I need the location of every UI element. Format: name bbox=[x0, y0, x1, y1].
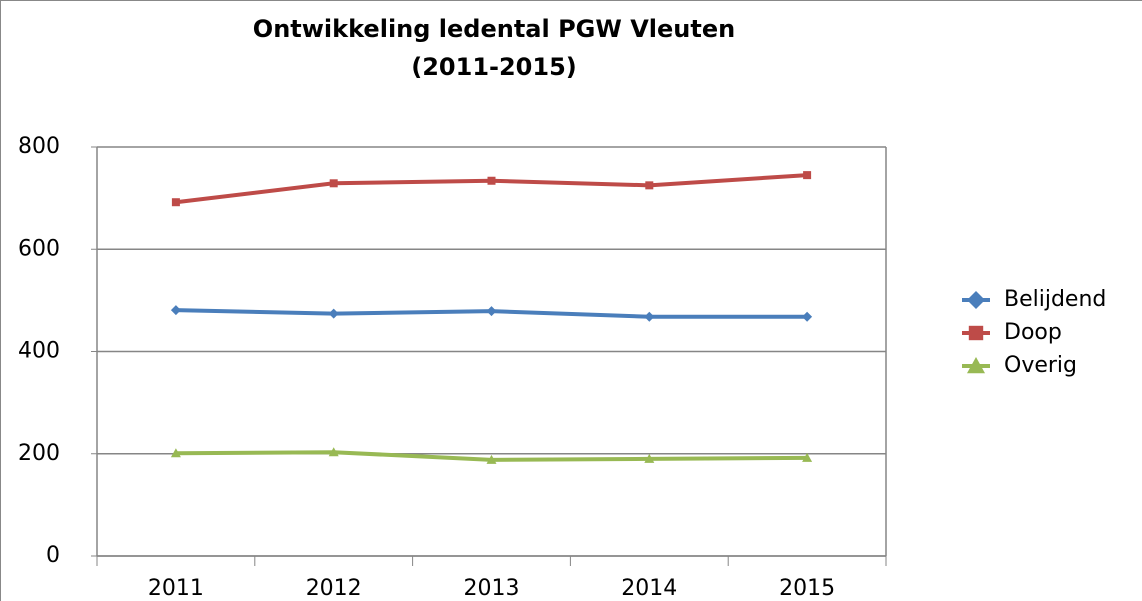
data-point bbox=[170, 448, 181, 458]
y-tick-label: 800 bbox=[18, 134, 60, 159]
chart-title: Ontwikkeling ledental PGW Vleuten bbox=[253, 15, 735, 43]
data-point bbox=[802, 311, 813, 322]
legend-marker bbox=[967, 357, 985, 374]
data-point bbox=[170, 305, 181, 316]
chart-title: (2011-2015) bbox=[411, 53, 577, 81]
data-point bbox=[487, 176, 496, 185]
data-point bbox=[328, 447, 339, 457]
legend-label: Overig bbox=[1004, 353, 1077, 378]
data-point bbox=[644, 453, 655, 463]
x-tick-label: 2013 bbox=[464, 576, 520, 601]
data-point bbox=[803, 171, 812, 180]
data-point bbox=[645, 181, 654, 190]
legend-marker bbox=[967, 291, 985, 309]
y-tick-label: 200 bbox=[18, 441, 60, 466]
data-point bbox=[329, 179, 338, 188]
data-point bbox=[644, 311, 655, 322]
x-tick-label: 2014 bbox=[621, 576, 677, 601]
y-tick-label: 400 bbox=[18, 339, 60, 364]
data-point bbox=[802, 452, 813, 462]
y-tick-label: 0 bbox=[46, 543, 60, 568]
x-tick-label: 2012 bbox=[306, 576, 362, 601]
legend-marker bbox=[968, 325, 984, 341]
data-point bbox=[171, 198, 180, 207]
x-tick-label: 2011 bbox=[148, 576, 204, 601]
data-point bbox=[328, 308, 339, 319]
data-point bbox=[486, 454, 497, 464]
data-point bbox=[486, 306, 497, 317]
legend-label: Belijdend bbox=[1004, 287, 1106, 312]
legend-label: Doop bbox=[1004, 320, 1062, 345]
y-tick-label: 600 bbox=[18, 236, 60, 261]
x-tick-label: 2015 bbox=[779, 576, 835, 601]
